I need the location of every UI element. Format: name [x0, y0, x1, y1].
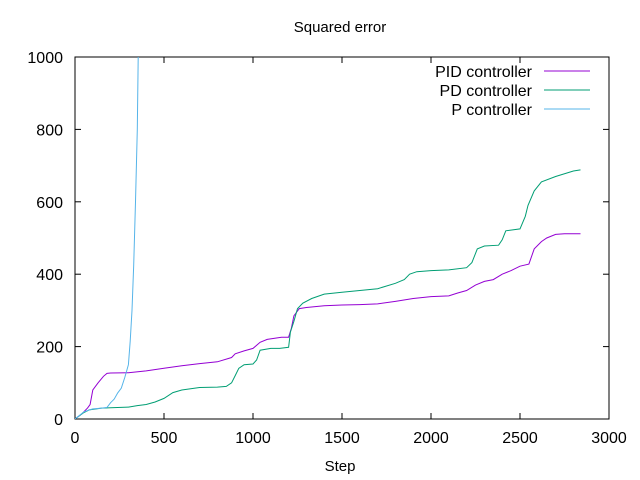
legend-label-3: P controller: [451, 102, 532, 119]
y-tick-label: 400: [36, 267, 63, 284]
x-axis: 0 500 1000 1500 2000 2500 3000: [71, 57, 627, 447]
series-line-1: [75, 233, 581, 419]
x-axis-title: Step: [325, 458, 356, 475]
x-tick-label: 500: [151, 430, 178, 447]
series-line-3: [75, 57, 139, 419]
x-tick-label: 1500: [324, 430, 360, 447]
x-tick-label: 2500: [502, 430, 538, 447]
y-tick-label: 0: [54, 412, 63, 429]
series-line-2: [75, 169, 581, 419]
legend: PID controller PD controller P controller: [435, 64, 590, 119]
legend-label-1: PID controller: [435, 64, 533, 81]
legend-label-2: PD controller: [440, 83, 533, 100]
chart-title: Squared error: [294, 19, 387, 36]
series-layer: [75, 57, 581, 419]
x-tick-label: 3000: [591, 430, 627, 447]
y-axis: 0 200 400 600 800 1000: [27, 50, 609, 429]
y-tick-label: 600: [36, 195, 63, 212]
x-tick-label: 2000: [413, 430, 449, 447]
y-tick-label: 200: [36, 340, 63, 357]
y-tick-label: 1000: [27, 50, 63, 67]
x-tick-label: 0: [71, 430, 80, 447]
x-tick-label: 1000: [235, 430, 271, 447]
y-tick-label: 800: [36, 122, 63, 139]
